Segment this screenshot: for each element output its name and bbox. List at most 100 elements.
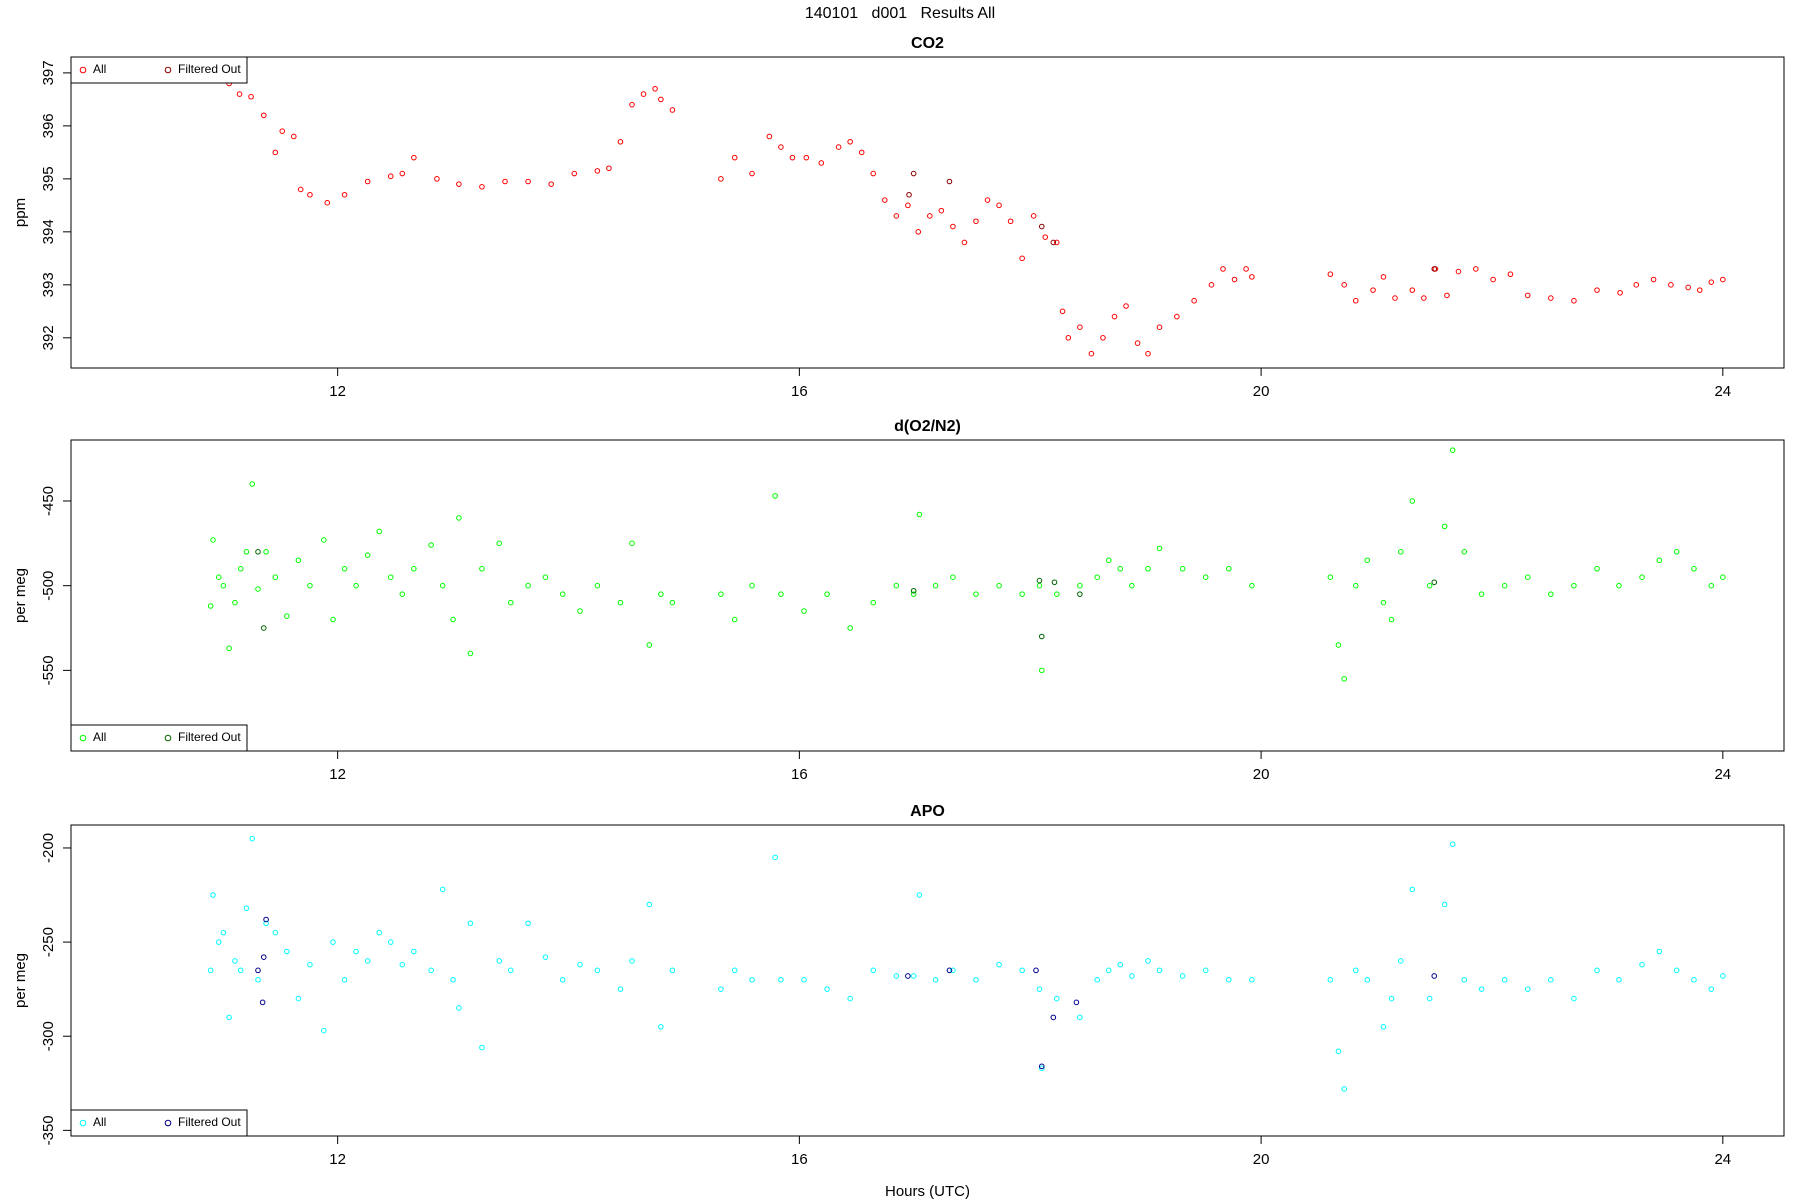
data-point bbox=[1594, 565, 1600, 572]
data-point bbox=[525, 920, 531, 927]
data-point bbox=[1335, 642, 1342, 648]
data-point bbox=[1191, 297, 1197, 304]
data-point bbox=[1364, 976, 1371, 983]
data-point bbox=[961, 239, 968, 246]
data-point bbox=[232, 958, 238, 964]
data-point bbox=[577, 608, 583, 614]
data-point bbox=[1461, 976, 1468, 983]
data-point bbox=[1548, 976, 1554, 983]
data-point bbox=[1720, 276, 1726, 283]
data-point bbox=[320, 1027, 327, 1034]
y-tick-label: 394 bbox=[40, 219, 57, 244]
data-point bbox=[387, 939, 394, 945]
data-point bbox=[387, 173, 394, 180]
data-point bbox=[210, 892, 216, 898]
data-point bbox=[629, 958, 635, 964]
data-point bbox=[1042, 234, 1049, 240]
plot-frame bbox=[70, 824, 1785, 1137]
data-point bbox=[1038, 1065, 1045, 1072]
data-point bbox=[295, 995, 302, 1002]
y-tick-label: 396 bbox=[40, 113, 57, 138]
data-point bbox=[1053, 239, 1060, 246]
data-point bbox=[249, 481, 256, 487]
data-point bbox=[870, 170, 877, 177]
data-point bbox=[542, 574, 549, 581]
data-point bbox=[324, 199, 331, 206]
data-point bbox=[1050, 239, 1057, 246]
data-point bbox=[1524, 986, 1531, 992]
data-point bbox=[1441, 523, 1448, 530]
data-point bbox=[1352, 967, 1359, 974]
data-point bbox=[295, 557, 302, 564]
data-point bbox=[1123, 303, 1129, 309]
data-point bbox=[263, 916, 269, 923]
data-point bbox=[255, 548, 261, 555]
data-point bbox=[1685, 284, 1691, 291]
data-point bbox=[1431, 266, 1438, 272]
data-point bbox=[507, 967, 514, 974]
data-point bbox=[260, 112, 267, 119]
data-point bbox=[1668, 282, 1674, 288]
panel-title: CO2 bbox=[911, 35, 944, 52]
data-point bbox=[766, 133, 773, 140]
data-point bbox=[290, 133, 297, 140]
data-point bbox=[789, 154, 796, 161]
data-point bbox=[428, 967, 434, 974]
data-point bbox=[376, 929, 383, 936]
panel-title: APO bbox=[910, 803, 945, 820]
y-tick-label: 392 bbox=[40, 325, 57, 350]
data-point bbox=[542, 954, 549, 960]
data-point bbox=[1038, 223, 1045, 230]
x-axis-label: Hours (UTC) bbox=[885, 1183, 970, 1200]
legend-label: Filtered Out bbox=[178, 62, 241, 76]
data-point bbox=[932, 976, 939, 983]
data-point bbox=[1478, 591, 1485, 597]
data-point bbox=[577, 961, 583, 968]
data-point bbox=[1033, 967, 1039, 974]
data-point bbox=[858, 149, 865, 156]
data-point bbox=[571, 170, 578, 177]
data-point bbox=[255, 586, 261, 592]
legend-box bbox=[70, 724, 248, 752]
data-point bbox=[1392, 295, 1398, 301]
data-point bbox=[439, 582, 446, 589]
data-point bbox=[272, 574, 279, 581]
data-point bbox=[847, 138, 853, 145]
data-point bbox=[1088, 350, 1095, 357]
data-point bbox=[248, 93, 254, 100]
data-point bbox=[1524, 292, 1531, 299]
legend-marker bbox=[79, 1119, 87, 1127]
data-point bbox=[259, 999, 266, 1006]
data-point bbox=[1249, 274, 1255, 280]
data-point bbox=[1388, 616, 1395, 623]
data-point bbox=[226, 1014, 232, 1021]
data-point bbox=[1145, 958, 1151, 964]
data-point bbox=[1145, 565, 1151, 572]
data-point bbox=[1421, 295, 1427, 301]
data-point bbox=[658, 96, 664, 103]
data-point bbox=[1179, 973, 1186, 979]
data-point bbox=[893, 213, 900, 219]
data-point bbox=[1077, 591, 1083, 597]
legend-box bbox=[70, 1109, 248, 1137]
data-point bbox=[881, 197, 888, 203]
data-point bbox=[818, 160, 825, 166]
data-point bbox=[594, 582, 601, 589]
data-point bbox=[606, 165, 612, 172]
data-point bbox=[297, 186, 304, 193]
data-point bbox=[1650, 276, 1657, 283]
data-point bbox=[237, 967, 244, 974]
data-point bbox=[1094, 976, 1100, 983]
data-point bbox=[669, 967, 676, 974]
data-point bbox=[1225, 976, 1232, 983]
data-point bbox=[1335, 1048, 1342, 1055]
data-point bbox=[1501, 976, 1508, 983]
data-point bbox=[215, 574, 222, 581]
data-point bbox=[1571, 995, 1577, 1002]
data-point bbox=[950, 223, 956, 230]
x-tick-label: 24 bbox=[1714, 1151, 1731, 1168]
data-point bbox=[525, 178, 531, 185]
data-point bbox=[870, 599, 877, 606]
data-point bbox=[984, 197, 991, 203]
